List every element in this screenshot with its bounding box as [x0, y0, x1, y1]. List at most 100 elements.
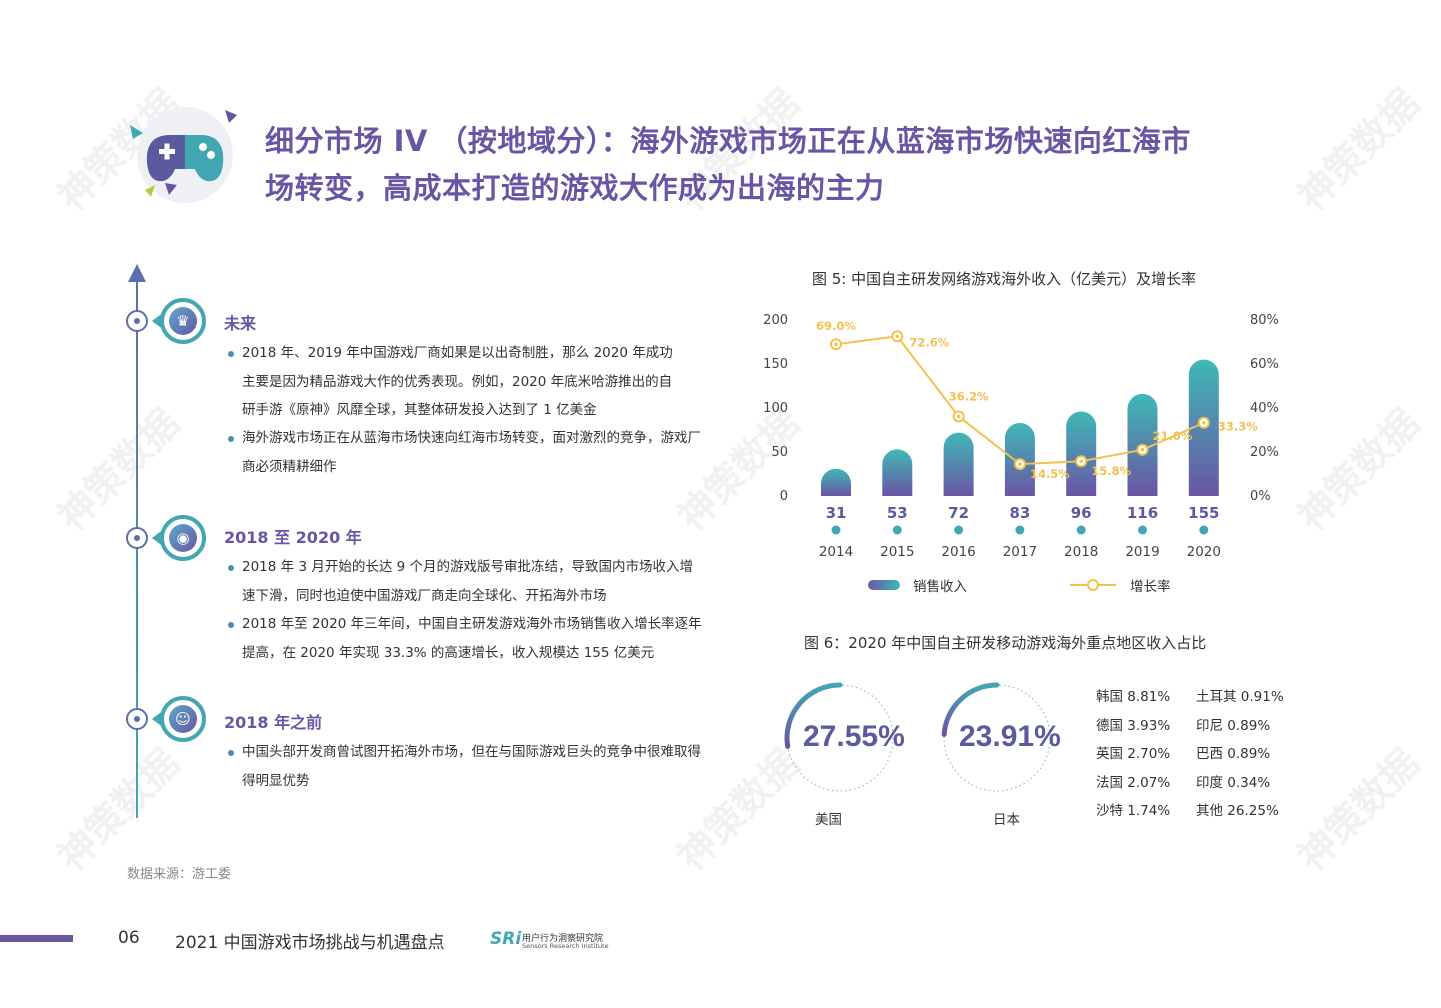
- chart-title: 图 5: 中国自主研发网络游戏海外收入（亿美元）及增长率: [812, 270, 1197, 288]
- timeline-dot: [126, 527, 148, 549]
- revenue-growth-chart: 200 150 100 50 0 80% 60% 40% 20% 0% 31 2014 53 2015 72…: [763, 313, 1279, 595]
- globe-icon: ◉: [169, 524, 197, 552]
- x-tick-label: 2019: [1125, 544, 1159, 560]
- bullet-item: 2018 年至 2020 年三年间，中国自主研发游戏海外市场销售收入增长率逐年提…: [228, 610, 702, 667]
- watermark: 神策数据: [1289, 740, 1428, 880]
- region-item: 印尼 0.89%: [1196, 718, 1271, 734]
- x-tick-label: 2018: [1064, 544, 1098, 560]
- bar-value-label: 53: [887, 504, 908, 522]
- y-tick-label-left: 0: [780, 489, 788, 504]
- region-item: 德国 3.93%: [1096, 718, 1171, 734]
- y-tick-label-right: 80%: [1250, 313, 1279, 328]
- growth-label: 36.2%: [949, 389, 989, 403]
- x-axis-marker: [892, 525, 902, 535]
- footer-title: 2021 中国游戏市场挑战与机遇盘点: [175, 933, 445, 953]
- growth-label: 21.0%: [1153, 429, 1193, 443]
- y-tick-label-right: 0%: [1250, 489, 1271, 504]
- region-item: 其他 26.25%: [1196, 803, 1279, 819]
- section-title: 未来: [224, 314, 257, 333]
- growth-point-center: [834, 342, 838, 346]
- data-source: 数据来源：游工委: [127, 867, 232, 882]
- bar-value-label: 72: [948, 504, 969, 522]
- y-tick-label-left: 150: [763, 357, 788, 372]
- crown-icon: ♛: [169, 307, 197, 335]
- x-axis-marker: [831, 525, 841, 535]
- region-item: 巴西 0.89%: [1196, 746, 1271, 762]
- y-tick-label-right: 60%: [1250, 357, 1279, 372]
- region-item: 沙特 1.74%: [1096, 803, 1171, 819]
- timeline-arrow: [128, 264, 146, 282]
- x-tick-label: 2014: [819, 544, 853, 560]
- footer-accent-bar: [0, 935, 73, 942]
- bullet-item: 中国头部开发商曾试图开拓海外市场，但在与国际游戏巨头的竞争中很难取得得明显优势: [228, 738, 702, 795]
- growth-label: 33.3%: [1218, 420, 1258, 434]
- region-item: 法国 2.07%: [1096, 775, 1171, 791]
- bar: [1066, 411, 1097, 496]
- bar-value-label: 116: [1127, 504, 1158, 522]
- region-item: 英国 2.70%: [1096, 746, 1171, 762]
- page-number: 06: [118, 928, 140, 948]
- bullet-item: 2018 年、2019 年中国游戏厂商如果是以出奇制胜，那么 2020 年成功主…: [228, 339, 682, 425]
- bar-value-label: 155: [1188, 504, 1219, 522]
- timeline-dot: [126, 708, 148, 730]
- x-axis-marker: [1076, 525, 1086, 535]
- region-item: 韩国 8.81%: [1096, 689, 1171, 705]
- growth-point-center: [1018, 462, 1022, 466]
- logo-text-en: Sensors Research Institute: [522, 942, 609, 950]
- x-tick-label: 2017: [1003, 544, 1037, 560]
- x-tick-label: 2015: [880, 544, 914, 560]
- growth-label: 14.5%: [1030, 467, 1070, 481]
- region-item: 土耳其 0.91%: [1196, 689, 1284, 705]
- bar: [821, 468, 851, 496]
- section-title: 2018 至 2020 年: [224, 528, 362, 547]
- logo-text-cn: 用户行为洞察研究院: [522, 934, 604, 944]
- timeline-badge: ☺: [160, 696, 206, 742]
- growth-point-center: [1140, 448, 1145, 452]
- japan-label: 日本: [993, 812, 1020, 828]
- watermark: 神策数据: [49, 400, 188, 540]
- legend-label: 增长率: [1130, 578, 1171, 595]
- growth-point-center: [1202, 420, 1206, 425]
- y-tick-label-left: 200: [763, 313, 788, 328]
- legend-line-marker: [1087, 579, 1099, 591]
- y-tick-label-right: 20%: [1250, 445, 1279, 460]
- bar-value-label: 96: [1071, 504, 1092, 522]
- sri-logo-mark: SRi: [490, 929, 522, 949]
- bar: [882, 449, 913, 496]
- x-tick-label: 2020: [1187, 544, 1221, 560]
- bullet-item: 2018 年 3 月开始的长达 9 个月的游戏版号审批冻结，导致国内市场收入增速…: [228, 553, 702, 610]
- watermark: 神策数据: [1289, 80, 1428, 220]
- japan-share-value: 23.91%: [959, 720, 1061, 753]
- us-label: 美国: [815, 812, 842, 828]
- x-axis-marker: [1138, 525, 1147, 535]
- bullet-item: 海外游戏市场正在从蓝海市场快速向红海市场转变，面对激烈的竞争，游戏厂商必须精耕细…: [228, 424, 702, 481]
- x-axis-marker: [1015, 525, 1025, 535]
- timeline-dot: [126, 310, 148, 332]
- gamepad-icon: [130, 107, 237, 203]
- bar: [943, 432, 974, 496]
- growth-label: 72.6%: [909, 335, 949, 349]
- page-title-line1: 细分市场 IV （按地域分）：海外游戏市场正在从蓝海市场快速向红海市: [265, 124, 1191, 158]
- page-title-line2: 场转变，高成本打造的游戏大作成为出海的主力: [265, 171, 885, 205]
- ring-arc: [941, 682, 1000, 737]
- x-tick-label: 2016: [941, 544, 975, 560]
- smiley-icon: ☺: [169, 705, 197, 733]
- chart-title: 图 6：2020 年中国自主研发移动游戏海外重点地区收入占比: [804, 634, 1207, 652]
- growth-point-center: [895, 334, 900, 339]
- x-axis-marker: [954, 525, 964, 535]
- y-tick-label-left: 100: [763, 401, 788, 416]
- timeline-badge: ♛: [160, 298, 206, 344]
- watermark: 神策数据: [49, 740, 188, 880]
- timeline-badge: ◉: [160, 515, 206, 561]
- region-share-rings: [784, 682, 1051, 792]
- ring-track: [943, 684, 1051, 792]
- legend-label: 销售收入: [913, 579, 967, 595]
- us-share-value: 27.55%: [803, 720, 905, 753]
- region-item: 印度 0.34%: [1196, 775, 1271, 791]
- section-title: 2018 年之前: [224, 713, 323, 732]
- ring-arc: [784, 682, 843, 749]
- growth-point-center: [1079, 459, 1083, 464]
- bar-value-label: 83: [1009, 504, 1030, 522]
- growth-label: 69.0%: [816, 319, 856, 333]
- x-axis-marker: [1199, 525, 1209, 535]
